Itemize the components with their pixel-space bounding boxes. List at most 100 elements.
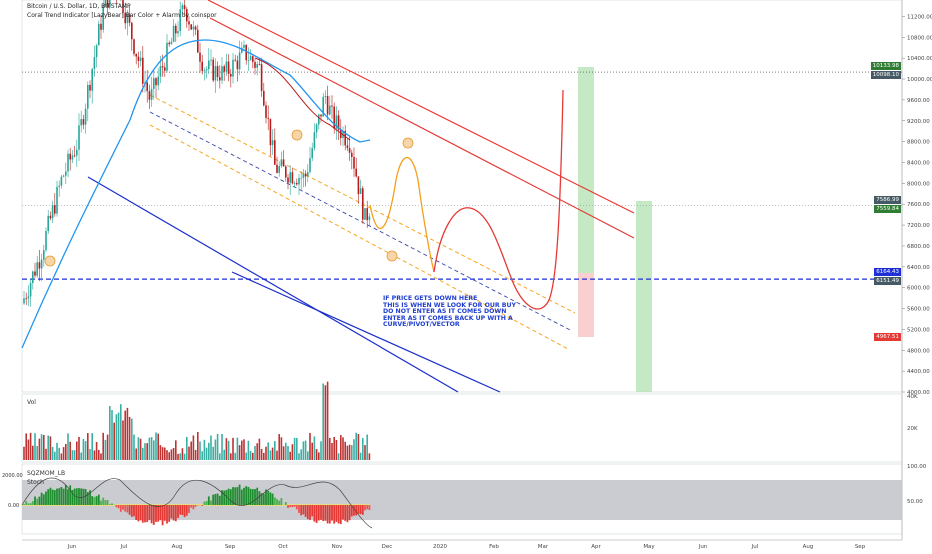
y-tick-label: 6000.00: [907, 286, 930, 292]
candle-body: [65, 172, 67, 176]
volume-bar: [232, 438, 234, 460]
candle-body: [250, 56, 252, 60]
volume-bar: [54, 452, 56, 460]
price-tag-10133: 10133.98: [871, 62, 901, 70]
volume-bar: [311, 443, 313, 460]
sqz-histogram-bar: [305, 505, 307, 517]
volume-bar: [272, 448, 274, 460]
volume-bar: [331, 443, 333, 460]
sqz-histogram-bar: [124, 505, 126, 512]
sqz-histogram-bar: [184, 505, 186, 517]
sqz-histogram-bar: [138, 505, 140, 521]
candle-body: [100, 24, 102, 30]
sqz-histogram-bar: [215, 494, 217, 505]
volume-bar: [89, 449, 91, 460]
candle-body: [89, 85, 91, 91]
candle-body: [294, 183, 296, 184]
y-tick-label: 7200.00: [907, 223, 930, 229]
volume-bar: [85, 441, 87, 460]
candle-body: [204, 70, 206, 71]
volume-bar: [58, 448, 60, 460]
candle-body: [272, 140, 274, 145]
candle-body: [184, 5, 186, 9]
volume-bar: [105, 440, 107, 460]
sqz-histogram-bar: [331, 505, 333, 521]
volume-bar: [32, 446, 34, 460]
candle-body: [162, 66, 164, 67]
volume-bar: [184, 454, 186, 460]
sqz-histogram-bar: [300, 505, 302, 515]
volume-bar: [355, 433, 357, 460]
sqz-histogram-bar: [318, 505, 320, 520]
volume-bar: [314, 436, 316, 460]
volume-bar: [305, 441, 307, 460]
sqz-histogram-bar: [241, 490, 243, 505]
volume-bar: [28, 440, 30, 460]
volume-bar: [80, 453, 82, 460]
sqz-histogram-bar: [364, 505, 366, 510]
candle-body: [316, 124, 318, 132]
volume-bar: [281, 437, 283, 460]
y-tick-label: 10000.00: [907, 77, 932, 83]
sqz-histogram-bar: [149, 505, 151, 520]
candle-body: [23, 298, 25, 303]
candle-body: [360, 188, 362, 194]
volume-bar: [263, 453, 265, 460]
volume-bar: [239, 445, 241, 460]
candle-body: [28, 297, 30, 299]
stop-zone-red: [578, 273, 594, 337]
sqz-histogram-bar: [281, 498, 283, 505]
candle-body: [274, 140, 276, 165]
volume-bar: [113, 423, 115, 460]
sqz-histogram-bar: [298, 505, 300, 513]
sqz-histogram-bar: [303, 505, 305, 514]
candle-body: [78, 125, 80, 149]
sqz-histogram-bar: [107, 500, 109, 505]
volume-bar: [67, 433, 69, 460]
osc-tick-label: 100.00: [907, 464, 927, 470]
sqz-histogram-bar: [102, 498, 104, 505]
candle-body: [217, 66, 219, 77]
sqz-histogram-bar: [369, 505, 371, 510]
candle-body: [201, 62, 203, 71]
candle-body: [314, 132, 316, 148]
candle-body: [63, 176, 65, 177]
sqz-histogram-bar: [43, 494, 45, 505]
sqz-histogram-bar: [54, 490, 56, 505]
price-tag-6164: 6164.43: [874, 268, 901, 276]
x-tick-label: Jul: [751, 544, 759, 550]
volume-bar: [296, 438, 298, 460]
sqz-histogram-bar: [248, 487, 250, 505]
sqz-histogram-bar: [256, 488, 258, 505]
sqz-histogram-bar: [36, 499, 38, 505]
volume-bar: [118, 413, 120, 460]
volume-bar: [87, 433, 89, 460]
x-tick-label: Aug: [172, 544, 183, 550]
candle-body: [41, 260, 43, 269]
candle-body: [259, 64, 261, 65]
volume-bar: [210, 436, 212, 460]
sqz-histogram-bar: [177, 505, 179, 518]
sqz-histogram-bar: [320, 505, 322, 520]
volume-bar: [285, 443, 287, 460]
sqz-histogram-bar: [366, 505, 368, 509]
sqz-histogram-bar: [186, 505, 188, 516]
candle-body: [212, 60, 214, 81]
candle-body: [50, 216, 52, 218]
sqz-histogram-bar: [322, 505, 324, 521]
volume-bar: [340, 435, 342, 460]
candle-body: [177, 31, 179, 33]
candle-body: [303, 174, 305, 178]
candle-body: [300, 178, 302, 179]
sqz-histogram-bar: [168, 505, 170, 522]
sqz-histogram-bar: [314, 505, 316, 522]
sqz-histogram-bar: [146, 505, 148, 522]
volume-bar: [234, 453, 236, 460]
sqz-histogram-bar: [206, 501, 208, 505]
x-tick-label: Oct: [278, 544, 288, 550]
candle-body: [305, 174, 307, 177]
candle-body: [74, 156, 76, 157]
volume-bar: [208, 443, 210, 460]
